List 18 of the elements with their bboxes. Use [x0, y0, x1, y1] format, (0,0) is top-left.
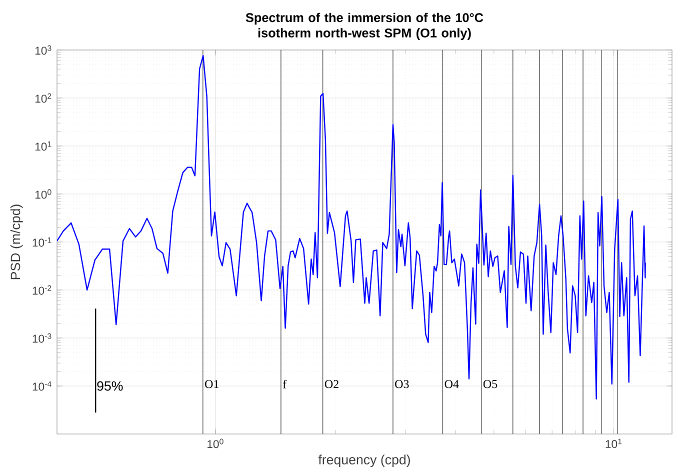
y-tick-label: 10$^{0}$	[35, 189, 52, 199]
y-tick-label: 10$^{-4}$	[32, 381, 52, 391]
ref-line-label: O3	[395, 380, 409, 388]
y-axis-title: PSD (m/cpd)	[10, 204, 23, 280]
ref-line-label: O1	[205, 380, 218, 388]
chart-title: Spectrum of the immersion of the 10°C isotherm north-west SPM (O1 only)	[246, 12, 484, 40]
ref-line-label: O2	[324, 380, 338, 388]
y-tick-label: 10$^{-2}$	[32, 285, 52, 295]
ref-line-label: O5	[483, 380, 498, 388]
ref-line-label: f	[282, 380, 287, 388]
y-tick-label: 10$^{-3}$	[32, 333, 52, 343]
y-tick-label: 10$^{-1}$	[32, 237, 52, 247]
x-axis-title: frequency (cpd)	[318, 454, 410, 468]
ref-line-label: O4	[444, 380, 459, 388]
annotation: 95%	[97, 381, 123, 391]
y-tick-label: 10$^{3}$	[35, 45, 52, 55]
y-tick-label: 10$^{2}$	[35, 93, 52, 103]
y-tick-label: 10$^{1}$	[35, 141, 52, 151]
